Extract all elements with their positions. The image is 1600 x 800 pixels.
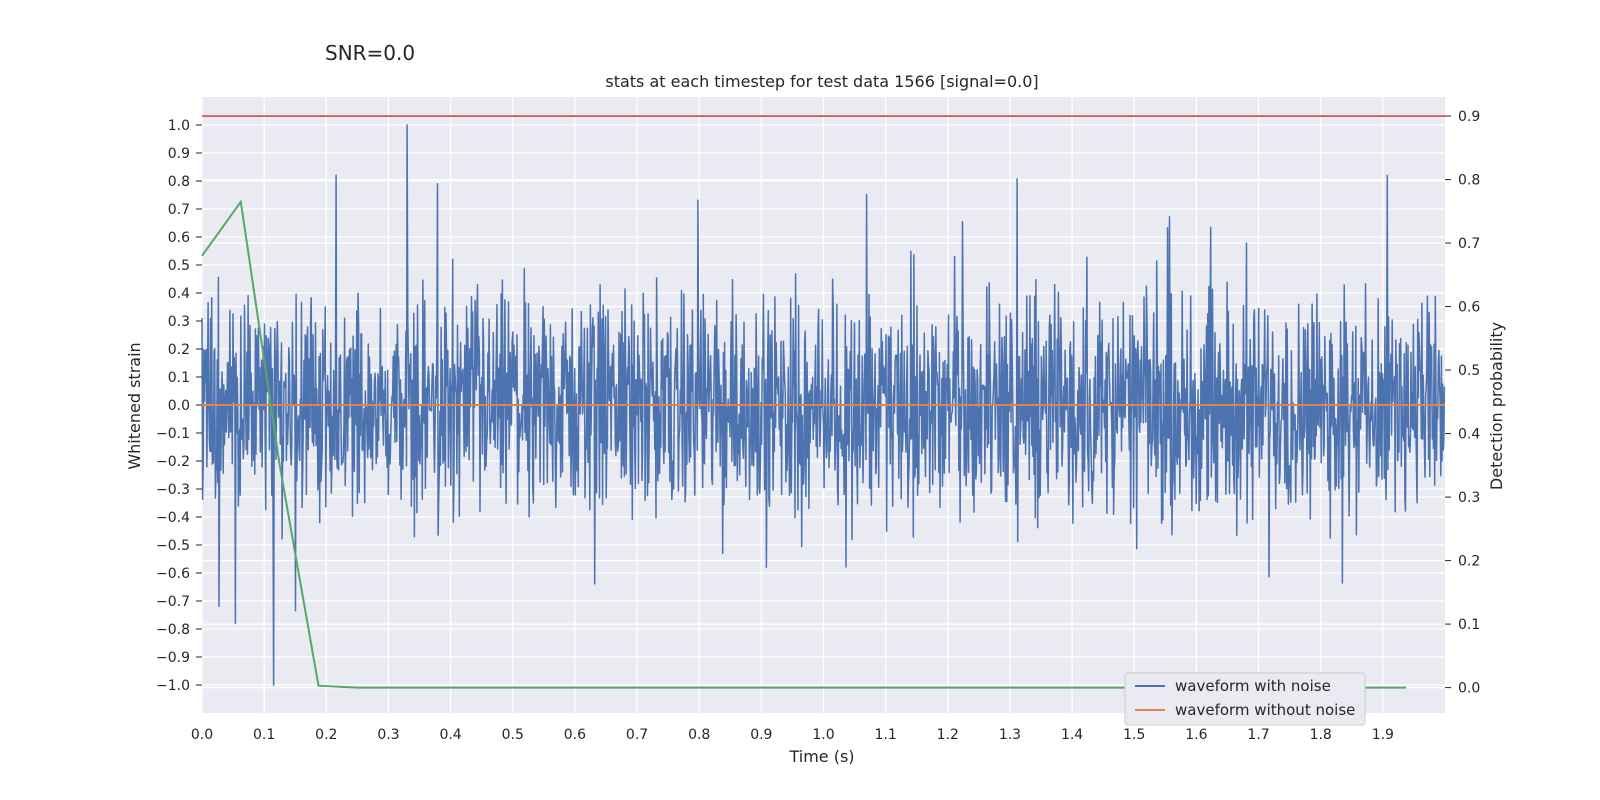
y-tick-label: 0.5 xyxy=(168,258,190,274)
x-tick-label: 1.6 xyxy=(1185,727,1207,743)
y2-tick-label: 0.7 xyxy=(1458,236,1480,252)
x-tick-label: 1.9 xyxy=(1372,727,1394,743)
chart-title: stats at each timestep for test data 156… xyxy=(605,72,1038,91)
x-tick-label: 0.8 xyxy=(688,727,710,743)
legend-label-noise: waveform with noise xyxy=(1175,677,1331,695)
y-tick-label: 0.6 xyxy=(168,230,190,246)
legend-label-clean: waveform without noise xyxy=(1175,701,1355,719)
y-tick-label: 0.2 xyxy=(168,342,190,358)
snr-title: SNR=0.0 xyxy=(325,41,416,65)
x-tick-label: 0.1 xyxy=(253,727,275,743)
x-axis-ticks: 0.0 0.1 0.2 0.3 0.4 0.5 0.6 0.7 0.8 0.9 1.0 1.1 1.2 1… xyxy=(191,727,1394,743)
x-tick-label: 1.0 xyxy=(812,727,834,743)
y-tick-label: −0.9 xyxy=(156,650,190,666)
x-axis-label: Time (s) xyxy=(788,747,854,766)
y-tick-label: −0.1 xyxy=(156,426,190,442)
x-tick-label: 1.3 xyxy=(999,727,1021,743)
x-tick-label: 0.9 xyxy=(750,727,772,743)
x-tick-label: 1.4 xyxy=(1061,727,1083,743)
y-tick-label: 0.0 xyxy=(168,398,190,414)
y2-tick-label: 0.1 xyxy=(1458,617,1480,633)
y-tick-label: −0.7 xyxy=(156,594,190,610)
y2-tick-label: 0.4 xyxy=(1458,427,1480,443)
y2-axis-ticks: 0.9 0.8 0.7 0.6 0.5 0.4 0.3 0.2 0.1 0.0 xyxy=(1445,109,1480,697)
y2-tick-label: 0.2 xyxy=(1458,554,1480,570)
y-axis-label: Whitened strain xyxy=(125,342,144,469)
y2-tick-label: 0.3 xyxy=(1458,490,1480,506)
y-tick-label: 0.3 xyxy=(168,314,190,330)
y-tick-label: −0.6 xyxy=(156,566,190,582)
y-axis-ticks: 1.0 0.9 0.8 0.7 0.6 0.5 0.4 0.3 0.2 0.1 0.0 −0.1 −0.… xyxy=(156,118,202,694)
y2-tick-label: 0.0 xyxy=(1458,681,1480,697)
y-tick-label: −0.3 xyxy=(156,482,190,498)
x-tick-label: 0.5 xyxy=(502,727,524,743)
legend: waveform with noise waveform without noi… xyxy=(1124,672,1366,726)
y-tick-label: −0.2 xyxy=(156,454,190,470)
y-tick-label: −0.5 xyxy=(156,538,190,554)
x-tick-label: 0.0 xyxy=(191,727,213,743)
x-tick-label: 0.4 xyxy=(439,727,461,743)
y-tick-label: 0.9 xyxy=(168,146,190,162)
y-tick-label: 0.1 xyxy=(168,370,190,386)
x-tick-label: 0.2 xyxy=(315,727,337,743)
y2-tick-label: 0.8 xyxy=(1458,173,1480,189)
x-tick-label: 0.3 xyxy=(377,727,399,743)
y2-tick-label: 0.5 xyxy=(1458,363,1480,379)
legend-frame xyxy=(1124,672,1366,726)
y2-tick-label: 0.9 xyxy=(1458,109,1480,125)
y2-axis-label: Detection probability xyxy=(1487,322,1506,490)
y-tick-label: −1.0 xyxy=(156,678,190,694)
y-tick-label: 0.4 xyxy=(168,286,190,302)
y-tick-label: −0.8 xyxy=(156,622,190,638)
x-tick-label: 1.5 xyxy=(1123,727,1145,743)
x-tick-label: 0.6 xyxy=(564,727,586,743)
series-lines-layer xyxy=(201,115,1445,689)
x-tick-label: 1.1 xyxy=(875,727,897,743)
x-tick-label: 0.7 xyxy=(626,727,648,743)
series-line-detection-probability xyxy=(201,199,1407,689)
y-tick-label: −0.4 xyxy=(156,510,190,526)
x-tick-label: 1.8 xyxy=(1310,727,1332,743)
y-tick-label: 0.7 xyxy=(168,202,190,218)
x-tick-label: 1.2 xyxy=(937,727,959,743)
x-tick-label: 1.7 xyxy=(1247,727,1269,743)
y2-tick-label: 0.6 xyxy=(1458,300,1480,316)
y-tick-label: 0.8 xyxy=(168,174,190,190)
y-tick-label: 1.0 xyxy=(168,118,190,134)
